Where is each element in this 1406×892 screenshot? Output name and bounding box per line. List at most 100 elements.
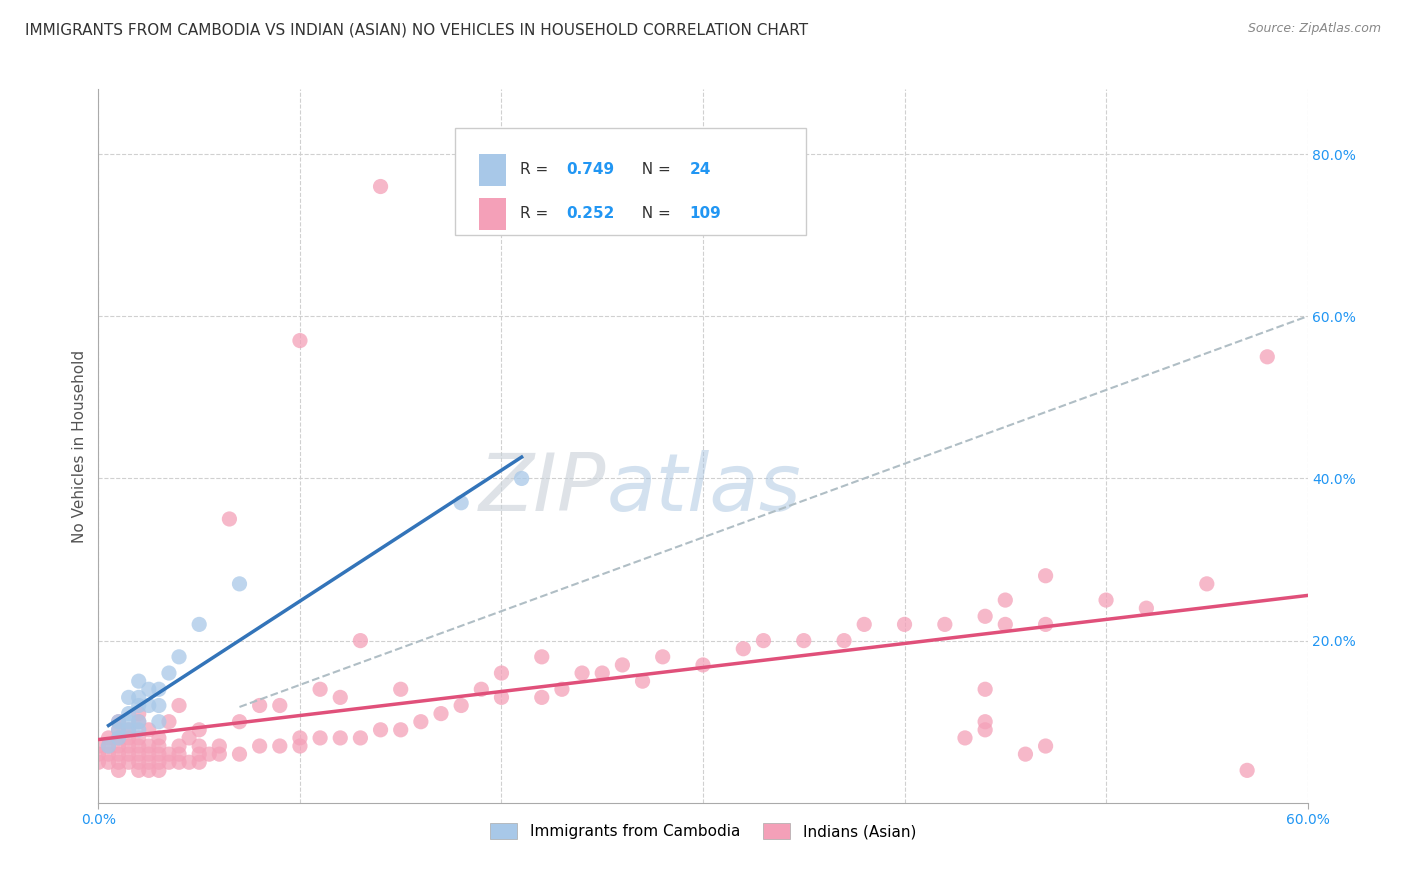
Point: [118, 731, 141, 745]
Point: [138, 682, 160, 697]
Point: [128, 690, 150, 705]
Point: [148, 698, 170, 713]
Point: [934, 617, 956, 632]
Point: [148, 747, 170, 761]
Text: R =: R =: [520, 206, 554, 221]
Point: [208, 739, 231, 753]
Point: [651, 649, 673, 664]
Point: [128, 706, 150, 721]
Text: IMMIGRANTS FROM CAMBODIA VS INDIAN (ASIAN) NO VEHICLES IN HOUSEHOLD CORRELATION : IMMIGRANTS FROM CAMBODIA VS INDIAN (ASIA…: [25, 22, 808, 37]
Text: 24: 24: [690, 162, 711, 178]
Point: [309, 682, 332, 697]
Point: [288, 731, 311, 745]
Point: [530, 690, 553, 705]
Point: [974, 714, 997, 729]
Point: [107, 764, 129, 778]
Point: [510, 471, 533, 485]
Point: [138, 723, 160, 737]
FancyBboxPatch shape: [479, 198, 506, 230]
Point: [1256, 350, 1278, 364]
Point: [157, 714, 180, 729]
Point: [128, 764, 150, 778]
Point: [107, 714, 129, 729]
Point: [853, 617, 876, 632]
Point: [1035, 568, 1057, 582]
Point: [288, 739, 311, 753]
Point: [530, 649, 553, 664]
Point: [118, 747, 141, 761]
Point: [118, 714, 141, 729]
Point: [128, 739, 150, 753]
Point: [148, 682, 170, 697]
Point: [118, 739, 141, 753]
Point: [612, 657, 634, 672]
Point: [269, 698, 291, 713]
Point: [974, 682, 997, 697]
Point: [893, 617, 915, 632]
Point: [228, 577, 250, 591]
Point: [188, 739, 211, 753]
Point: [430, 706, 453, 721]
Point: [249, 739, 271, 753]
Point: [228, 714, 250, 729]
Point: [249, 698, 271, 713]
Point: [97, 747, 120, 761]
Point: [551, 682, 574, 697]
Point: [188, 617, 211, 632]
Point: [128, 674, 150, 689]
Point: [1095, 593, 1118, 607]
Point: [87, 747, 110, 761]
Point: [97, 756, 120, 770]
Point: [349, 633, 371, 648]
Point: [97, 731, 120, 745]
Point: [167, 698, 190, 713]
Point: [107, 714, 129, 729]
Y-axis label: No Vehicles in Household: No Vehicles in Household: [72, 350, 87, 542]
Point: [107, 731, 129, 745]
FancyBboxPatch shape: [479, 154, 506, 186]
Point: [994, 593, 1017, 607]
Point: [329, 731, 352, 745]
Point: [218, 512, 240, 526]
Point: [994, 617, 1017, 632]
Point: [188, 756, 211, 770]
Point: [208, 747, 231, 761]
Point: [138, 756, 160, 770]
Point: [1236, 764, 1258, 778]
Point: [97, 739, 120, 753]
Text: ZIP: ZIP: [479, 450, 606, 528]
Point: [157, 666, 180, 681]
Point: [974, 609, 997, 624]
Point: [188, 747, 211, 761]
Point: [974, 723, 997, 737]
Point: [167, 649, 190, 664]
Point: [591, 666, 613, 681]
Text: N =: N =: [631, 162, 675, 178]
Point: [450, 496, 472, 510]
Point: [118, 723, 141, 737]
Point: [97, 739, 120, 753]
Point: [148, 731, 170, 745]
Point: [167, 747, 190, 761]
Point: [1135, 601, 1157, 615]
Point: [179, 731, 201, 745]
Point: [370, 179, 392, 194]
Point: [1014, 747, 1036, 761]
Point: [138, 739, 160, 753]
Legend: Immigrants from Cambodia, Indians (Asian): Immigrants from Cambodia, Indians (Asian…: [484, 817, 922, 845]
Point: [128, 756, 150, 770]
Point: [1035, 739, 1057, 753]
Point: [107, 739, 129, 753]
Point: [793, 633, 815, 648]
Point: [107, 723, 129, 737]
Point: [832, 633, 855, 648]
Point: [107, 747, 129, 761]
Point: [491, 690, 513, 705]
Point: [167, 739, 190, 753]
Point: [733, 641, 755, 656]
Point: [450, 698, 472, 713]
Point: [128, 714, 150, 729]
Point: [309, 731, 332, 745]
Point: [128, 698, 150, 713]
Point: [148, 756, 170, 770]
